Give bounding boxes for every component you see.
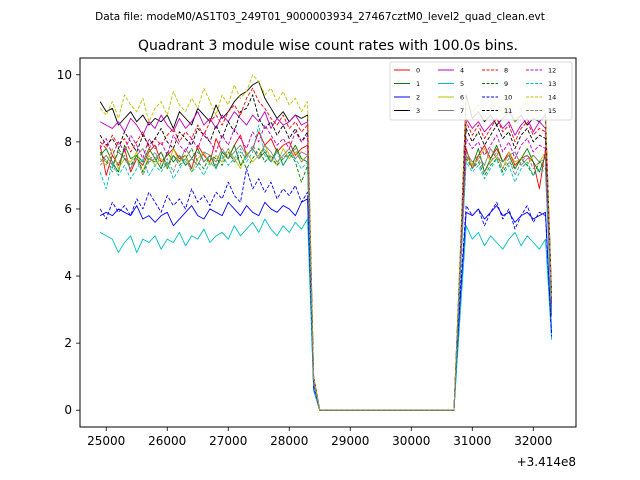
x-tick-label: 32000 [514,434,552,448]
legend-label-12: 12 [548,67,556,75]
legend-label-3: 3 [416,107,420,115]
legend-label-14: 14 [548,94,556,102]
legend-label-1: 1 [416,80,420,88]
legend-label-9: 9 [504,80,508,88]
legend-label-0: 0 [416,67,420,75]
x-axis: 25000 26000 27000 28000 29000 30000 31000 32000 [87,427,552,448]
plot-lines [99,74,553,411]
series-line-15 [99,144,553,411]
figure-suptitle: Data file: modeM0/AS1T03_249T01_90000039… [95,11,545,23]
axes-frame [79,57,577,428]
series-line-14 [99,74,553,411]
x-tick-label: 29000 [331,434,369,448]
legend-box [389,61,573,121]
legend-label-11: 11 [504,107,512,115]
chart-title: Quadrant 3 module wise count rates with … [138,38,518,54]
legend-label-6: 6 [460,94,464,102]
legend-label-7: 7 [460,107,464,115]
y-tick-label: 6 [64,202,72,216]
x-tick-label: 30000 [392,434,430,448]
legend-label-13: 13 [548,80,556,88]
legend-label-8: 8 [504,67,508,75]
x-tick-label: 25000 [87,434,125,448]
y-tick-label: 8 [64,135,72,149]
y-axis: 0 2 4 6 8 10 [57,68,80,417]
y-tick-label: 0 [64,403,72,417]
legend-label-4: 4 [460,67,464,75]
legend-label-15: 15 [548,107,556,115]
x-tick-label: 26000 [148,434,186,448]
y-tick-label: 2 [64,336,72,350]
legend-label-5: 5 [460,80,464,88]
series-line-11 [99,94,553,411]
x-tick-label: 28000 [270,434,308,448]
series-line-10 [99,168,553,411]
legend-label-2: 2 [416,94,420,102]
y-tick-label: 10 [57,68,72,82]
legend-label-10: 10 [504,94,512,102]
x-tick-label: 31000 [453,434,491,448]
y-tick-label: 4 [64,269,72,283]
x-tick-label: 27000 [209,434,247,448]
x-axis-offset-label: +3.414e8 [517,455,576,469]
